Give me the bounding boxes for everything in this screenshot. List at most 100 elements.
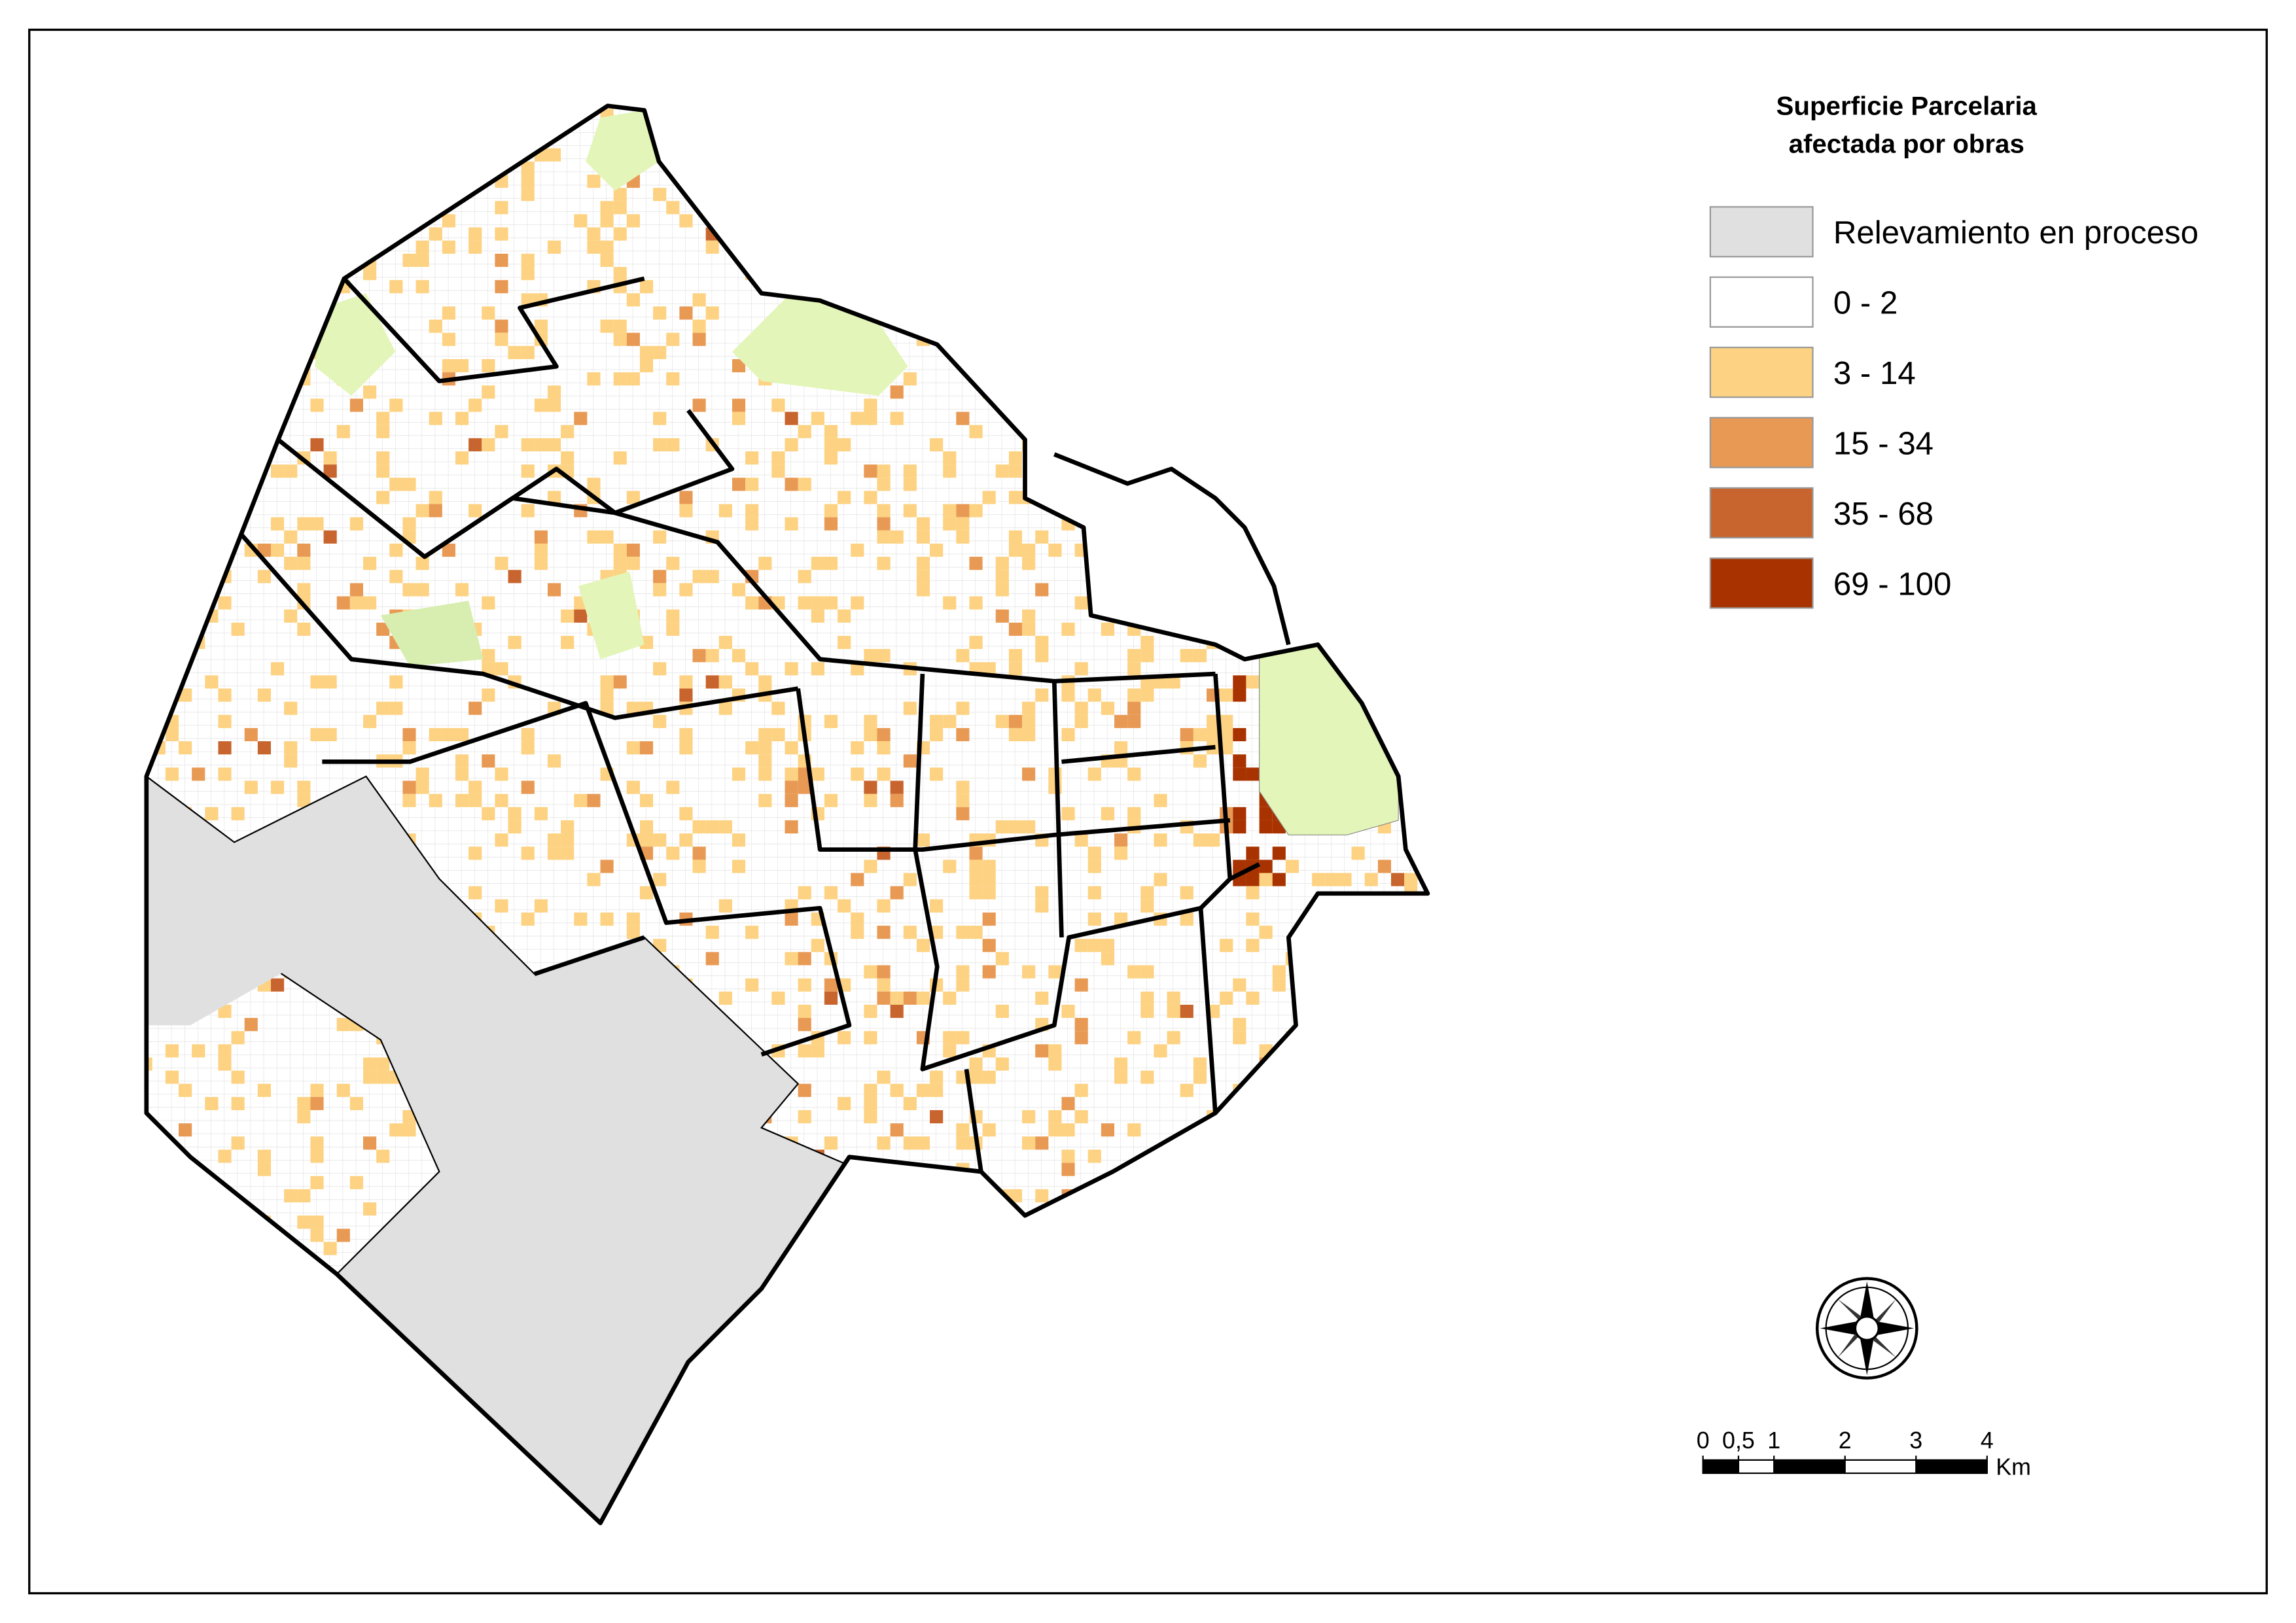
parcel-cell	[1233, 807, 1246, 820]
parcel-cell	[310, 1096, 324, 1111]
parcel-cell	[771, 701, 785, 715]
parcel-cell	[1154, 1044, 1167, 1058]
parcel-cell	[1180, 649, 1193, 663]
parcel-cell	[1035, 886, 1049, 899]
parcel-cell	[482, 596, 495, 610]
parcel-cell	[415, 780, 429, 794]
parcel-cell	[771, 991, 785, 1005]
parcel-cell	[811, 662, 824, 676]
parcel-cell	[600, 701, 614, 715]
parcel-cell	[521, 161, 535, 175]
parcel-cell	[508, 345, 521, 359]
parcel-cell	[824, 886, 838, 899]
parcel-cell	[310, 438, 324, 451]
parcel-cell	[297, 543, 311, 557]
parcel-cell	[956, 1136, 970, 1150]
parcel-cell	[310, 727, 324, 742]
parcel-cell	[1127, 965, 1141, 979]
parcel-cell	[495, 899, 508, 913]
parcel-cell	[402, 253, 416, 268]
parcel-cell	[824, 794, 838, 807]
parcel-cell	[864, 1031, 877, 1045]
parcel-cell	[1220, 688, 1233, 702]
parcel-cell	[1193, 833, 1207, 847]
parcel-cell	[297, 1215, 311, 1229]
parcel-cell	[1048, 1057, 1062, 1071]
parcel-cell	[930, 1110, 944, 1124]
legend-label: 69 - 100	[1833, 566, 1952, 602]
parcel-cell	[1074, 596, 1088, 610]
parcel-cell	[666, 557, 680, 570]
parcel-cell	[482, 306, 495, 320]
parcel-cell	[692, 860, 706, 873]
parcel-cell	[534, 807, 548, 820]
parcel-cell	[890, 1083, 904, 1097]
parcel-cell	[1127, 688, 1141, 702]
parcel-cell	[271, 780, 285, 794]
boundary	[1213, 673, 1261, 881]
legend: Superficie Parcelaria afectada por obras…	[1709, 91, 2199, 609]
parcel-cell	[1127, 662, 1141, 676]
parcel-cell	[310, 398, 324, 412]
parcel-cell	[1008, 820, 1023, 834]
parcel-cell	[495, 767, 508, 781]
parcel-cell	[1022, 622, 1036, 636]
parcel-cell	[811, 557, 824, 570]
parcel-cell	[811, 596, 824, 610]
parcel-cell	[1008, 622, 1023, 636]
parcel-cell	[916, 939, 930, 952]
parcel-cell	[1087, 767, 1101, 781]
parcel-cell	[969, 846, 983, 860]
parcel-cell	[442, 306, 455, 320]
parcel-cell	[1140, 649, 1154, 663]
parcel-cell	[732, 398, 746, 412]
parcel-cell	[679, 807, 693, 820]
parcel-cell	[718, 675, 732, 689]
parcel-cell	[890, 794, 904, 807]
parcel-cell	[785, 794, 798, 807]
parcel-cell	[916, 1136, 930, 1150]
parcel-cell	[943, 860, 957, 873]
parcel-cell	[1022, 767, 1036, 781]
parcel-cell	[455, 583, 469, 597]
parcel-cell	[705, 820, 719, 834]
parcel-cell	[495, 332, 508, 346]
parcel-cell	[495, 833, 508, 847]
parcel-cell	[613, 557, 627, 570]
parcel-cell	[1035, 688, 1049, 702]
scale-bar-label: 3	[1909, 1427, 1922, 1454]
parcel-cell	[1140, 965, 1154, 979]
parcel-cell	[1074, 701, 1088, 715]
parcel-cell	[903, 1096, 917, 1111]
parcel-cell	[824, 504, 838, 517]
parcel-cell	[310, 1136, 324, 1150]
parcel-cell	[574, 609, 588, 623]
parcel-cell	[310, 1215, 324, 1229]
parcel-cell	[732, 860, 746, 873]
parcel-cell	[323, 1242, 337, 1255]
parcel-cell	[930, 899, 944, 913]
parcel-cell	[1220, 727, 1233, 742]
parcel-cell	[1377, 860, 1391, 873]
parcel-cell	[1140, 991, 1154, 1005]
parcel-cell	[1061, 1123, 1075, 1137]
parcel-cell	[877, 1136, 891, 1150]
parcel-cell	[310, 1176, 324, 1189]
parcel-cell	[521, 267, 535, 281]
parcel-cell	[1140, 886, 1154, 899]
parcel-cell	[851, 912, 864, 926]
parcel-cell	[903, 1136, 917, 1150]
parcel-cell	[218, 714, 232, 728]
parcel-cell	[1035, 991, 1049, 1005]
parcel-cell	[323, 530, 337, 544]
parcel-cell	[758, 794, 772, 807]
parcel-cell	[718, 991, 732, 1005]
parcel-cell	[745, 451, 759, 465]
parcel-cell	[1207, 833, 1220, 847]
parcel-cell	[600, 214, 614, 228]
parcel-cell	[811, 767, 824, 781]
parcel-cell	[349, 1096, 363, 1111]
parcel-cell	[995, 570, 1009, 584]
parcel-cell	[824, 425, 838, 438]
